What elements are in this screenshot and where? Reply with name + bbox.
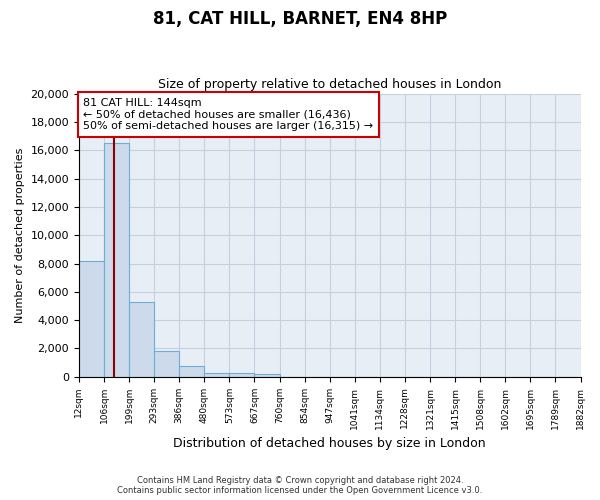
Text: 81 CAT HILL: 144sqm
← 50% of detached houses are smaller (16,436)
50% of semi-de: 81 CAT HILL: 144sqm ← 50% of detached ho… bbox=[83, 98, 374, 131]
Text: Contains HM Land Registry data © Crown copyright and database right 2024.
Contai: Contains HM Land Registry data © Crown c… bbox=[118, 476, 482, 495]
Bar bbox=[179, 366, 205, 377]
Bar bbox=[129, 302, 154, 377]
Bar bbox=[254, 374, 280, 377]
Text: 81, CAT HILL, BARNET, EN4 8HP: 81, CAT HILL, BARNET, EN4 8HP bbox=[153, 10, 447, 28]
Y-axis label: Number of detached properties: Number of detached properties bbox=[15, 148, 25, 323]
Title: Size of property relative to detached houses in London: Size of property relative to detached ho… bbox=[158, 78, 502, 91]
Bar bbox=[104, 143, 129, 377]
Bar bbox=[154, 352, 179, 377]
X-axis label: Distribution of detached houses by size in London: Distribution of detached houses by size … bbox=[173, 437, 486, 450]
Bar bbox=[79, 260, 104, 377]
Bar bbox=[205, 372, 229, 377]
Bar bbox=[229, 374, 254, 377]
